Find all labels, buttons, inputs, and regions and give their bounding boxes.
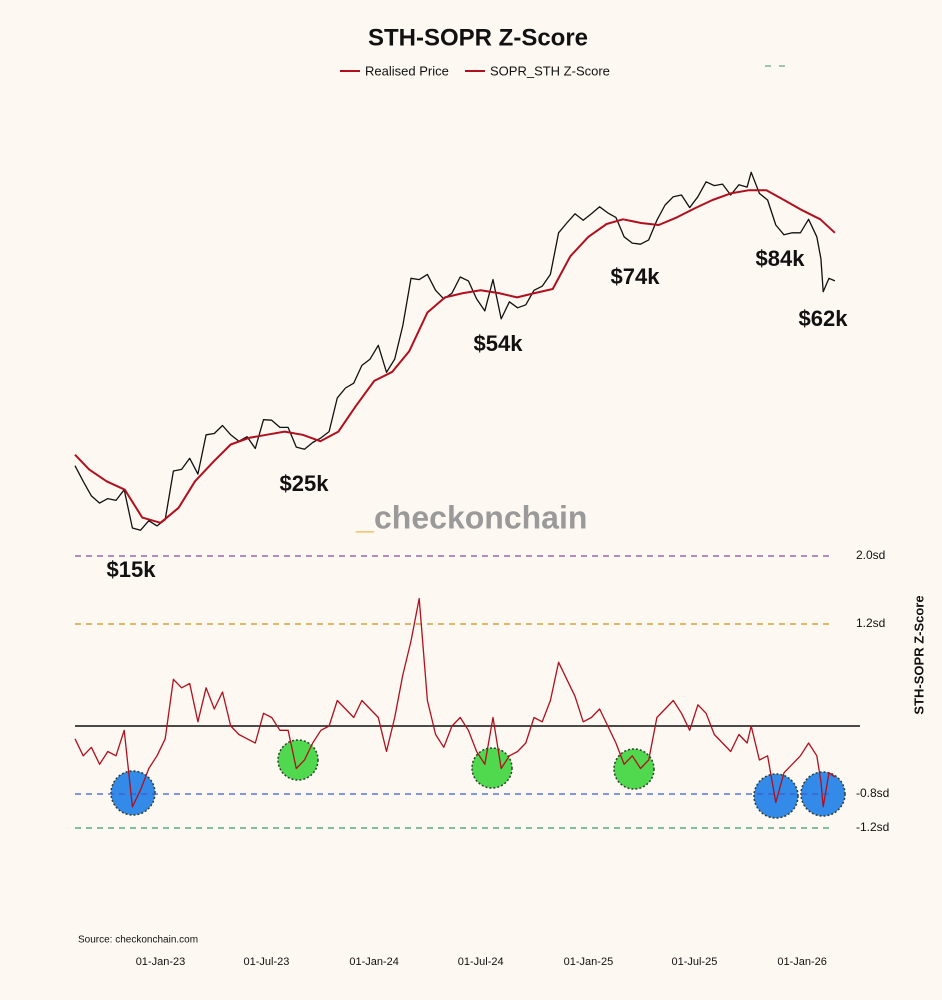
watermark-mark: _	[355, 499, 375, 535]
legend-label: SOPR_STH Z-Score	[490, 63, 610, 78]
x-tick-label: 01-Jan-26	[777, 956, 827, 968]
annotation: $54k	[474, 331, 524, 356]
y-tick-label: -0.8sd	[856, 786, 889, 800]
annotation: $25k	[280, 471, 330, 496]
annotation: $15k	[107, 557, 157, 582]
highlight	[471, 747, 513, 789]
series-line	[74, 171, 836, 531]
source: Source: checkonchain.com	[78, 935, 198, 946]
watermark: checkonchain	[374, 499, 587, 535]
highlight	[613, 748, 655, 790]
y-tick-label: 1.2sd	[856, 616, 885, 630]
annotation: $62k	[799, 306, 849, 331]
series-line	[74, 597, 836, 808]
x-tick-label: 01-Jul-24	[458, 956, 504, 968]
legend-label: Realised Price	[365, 63, 449, 78]
x-tick-label: 01-Jan-24	[349, 956, 399, 968]
y-tick-label: -1.2sd	[856, 820, 889, 834]
y-axis-title: STH-SOPR Z-Score	[911, 595, 926, 714]
highlight	[277, 739, 319, 781]
x-tick-label: 01-Jul-25	[671, 956, 717, 968]
highlight	[110, 770, 156, 816]
chart-title: STH-SOPR Z-Score	[368, 24, 588, 51]
x-tick-label: 01-Jul-23	[244, 956, 290, 968]
x-tick-label: 01-Jan-23	[136, 956, 186, 968]
annotation: $74k	[611, 264, 661, 289]
y-tick-label: 2.0sd	[856, 548, 885, 562]
x-tick-label: 01-Jan-25	[564, 956, 614, 968]
annotation: $84k	[756, 246, 806, 271]
series-line	[74, 189, 836, 524]
highlight	[753, 773, 799, 819]
